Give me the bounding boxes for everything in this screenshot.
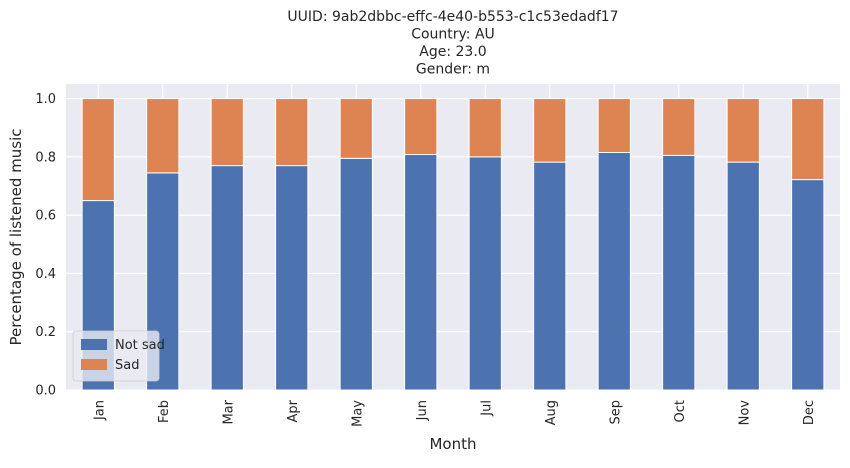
- bar-not-sad: [339, 157, 373, 391]
- bar-sad: [146, 98, 180, 174]
- bar-sad: [662, 98, 696, 156]
- bar-not-sad: [597, 151, 631, 391]
- title-line: UUID: 9ab2dbbc-effc-4e40-b553-c1c53edadf…: [287, 9, 618, 25]
- bar-sad: [81, 98, 115, 202]
- bar-not-sad: [533, 161, 567, 391]
- y-tick-label: 0.4: [35, 267, 56, 282]
- x-tick-label: Apr: [286, 399, 301, 422]
- y-tick-label: 0.8: [35, 150, 56, 165]
- x-tick-label: Oct: [673, 400, 688, 422]
- chart-title: UUID: 9ab2dbbc-effc-4e40-b553-c1c53edadf…: [287, 9, 618, 78]
- title-line: Age: 23.0: [419, 44, 486, 60]
- bar-not-sad: [404, 154, 438, 391]
- title-line: Gender: m: [416, 62, 490, 78]
- x-axis-label: Month: [429, 435, 476, 453]
- bar-sad: [597, 98, 631, 153]
- title-line: Country: AU: [411, 27, 495, 43]
- legend-swatch: [81, 359, 107, 370]
- x-tick-label: Dec: [802, 400, 817, 425]
- bar-sad: [468, 98, 502, 158]
- x-tick-label: Jun: [415, 400, 430, 421]
- x-tick-label: Aug: [544, 400, 559, 425]
- x-tick-label: Sep: [608, 400, 623, 425]
- bar-sad: [275, 98, 309, 167]
- legend-label: Not sad: [115, 338, 165, 353]
- legend-swatch: [81, 339, 107, 350]
- bar-not-sad: [726, 161, 760, 391]
- legend-label: Sad: [115, 358, 139, 373]
- bar-not-sad: [275, 165, 309, 391]
- x-tick-label: Mar: [221, 399, 236, 424]
- bar-sad: [791, 98, 825, 181]
- x-tick-label: Jul: [479, 400, 494, 417]
- y-tick-label: 0.6: [35, 209, 56, 224]
- y-tick-label: 1.0: [35, 92, 56, 107]
- x-tick-label: Nov: [737, 400, 752, 426]
- plot-background: [66, 84, 840, 390]
- bar-not-sad: [791, 179, 825, 391]
- bars: [81, 98, 825, 391]
- y-tick-labels: 0.0 0.2 0.4 0.6 0.8 1.0: [35, 92, 56, 398]
- bar-not-sad: [662, 154, 696, 391]
- bar-sad: [210, 98, 244, 167]
- bar-sad: [533, 98, 567, 163]
- y-axis-label: Percentage of listened music: [7, 128, 25, 345]
- y-tick-label: 0.2: [35, 325, 56, 340]
- x-tick-labels: Jan Feb Mar Apr May Jun Jul Aug Sep Oct Nov Dec: [92, 399, 817, 427]
- x-tick-label: May: [350, 400, 365, 427]
- bar-sad: [404, 98, 438, 156]
- bar-not-sad: [210, 165, 244, 391]
- bar-not-sad: [468, 156, 502, 391]
- x-tick-label: Jan: [92, 400, 107, 421]
- bar-sad: [726, 98, 760, 163]
- x-tick-label: Feb: [157, 400, 172, 423]
- bar-sad: [339, 98, 373, 159]
- y-tick-label: 0.0: [35, 384, 56, 399]
- legend: Not sad Sad: [72, 330, 165, 382]
